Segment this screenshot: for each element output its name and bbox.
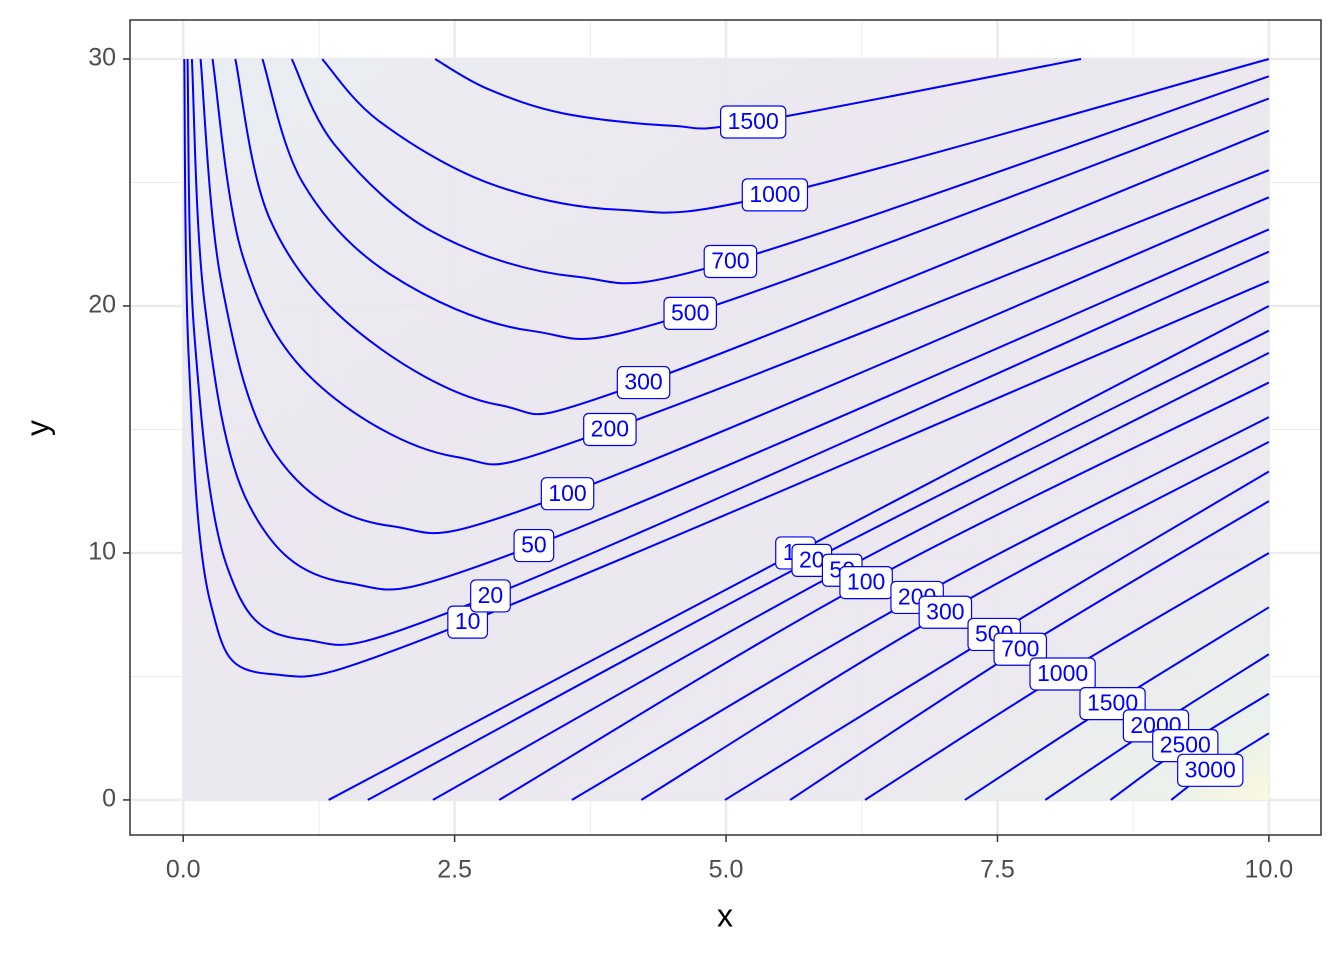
contour-label-box (540, 477, 595, 511)
contour-label-text: 300 (624, 369, 662, 395)
contour-line (434, 58, 1082, 130)
contour-line (290, 58, 1270, 285)
y-tick-label: 30 (88, 44, 116, 72)
contour-label-text: 1000 (1037, 660, 1088, 686)
contour-label: 300 (616, 365, 671, 400)
contour-label-box (663, 296, 718, 330)
contour-label: 200 (583, 412, 637, 447)
contour-label-box (1177, 753, 1244, 787)
contour-labels: 1020501002003005007001000150010205010020… (447, 105, 1244, 787)
contour-line (190, 58, 1270, 591)
contour-line (321, 58, 1270, 214)
contour-label: 50 (513, 528, 555, 563)
contour-label: 10 (447, 605, 489, 639)
contour-label: 700 (993, 632, 1048, 666)
contour-label: 2500 (1152, 728, 1219, 763)
contour-label: 1500 (719, 105, 787, 139)
contour-label-text: 50 (521, 532, 547, 558)
contour-label: 1000 (741, 178, 809, 212)
contour-label: 100 (540, 477, 595, 511)
contour-label-text: 300 (926, 598, 964, 624)
contour-label-box (918, 595, 973, 629)
contour-label: 500 (663, 296, 718, 330)
contour-label-box (1029, 657, 1096, 691)
contour-label-box (703, 244, 758, 279)
x-tick-label: 5.0 (709, 856, 744, 884)
contour-line (186, 58, 1270, 646)
contour-label-text: 100 (548, 480, 586, 506)
contour-label-text: 20 (799, 546, 825, 572)
contour-label-text: 500 (671, 299, 709, 325)
contour-line (261, 58, 1270, 341)
contour-line (234, 58, 1270, 416)
contour-line (211, 58, 1270, 466)
y-tick-label: 0 (102, 785, 116, 813)
contour-label: 300 (918, 595, 973, 629)
y-axis-title: y (19, 420, 55, 436)
contour-label: 1000 (1029, 657, 1096, 691)
contour-label-text: 1000 (749, 181, 800, 207)
y-tick-label: 10 (88, 538, 116, 566)
x-tick-label: 2.5 (437, 856, 472, 884)
contour-line (183, 59, 1270, 678)
contour-label-text: 2500 (1160, 732, 1211, 758)
contour-label-box (741, 178, 809, 212)
contour-line (199, 58, 1270, 535)
contour-label-text: 20 (478, 582, 504, 608)
contour-label: 700 (703, 244, 758, 279)
contour-label-text: 700 (1001, 635, 1039, 661)
contour-label-box (616, 365, 671, 400)
contour-label: 3000 (1177, 753, 1244, 787)
contour-label: 100 (839, 565, 893, 600)
contour-label-box (993, 632, 1048, 666)
contour-label-box (719, 105, 787, 139)
y-tick-label: 20 (88, 291, 116, 319)
x-axis-title: x (717, 897, 733, 933)
x-tick-label: 10.0 (1245, 856, 1294, 884)
contour-label-box (470, 579, 511, 613)
x-tick-label: 7.5 (980, 856, 1015, 884)
contour-label-box (583, 412, 637, 447)
contour-label-text: 1500 (728, 108, 779, 134)
contour-label-text: 100 (847, 569, 885, 595)
contour-label-box (513, 528, 555, 563)
contour-label-box (447, 605, 489, 639)
contour-label: 20 (470, 579, 511, 613)
x-tick-label: 0.0 (166, 856, 201, 884)
contour-label-text: 200 (591, 416, 629, 442)
contours (183, 58, 1270, 801)
contour-label-text: 700 (711, 248, 749, 274)
contour-label-text: 3000 (1185, 756, 1236, 782)
contour-label: 20 (791, 543, 833, 577)
